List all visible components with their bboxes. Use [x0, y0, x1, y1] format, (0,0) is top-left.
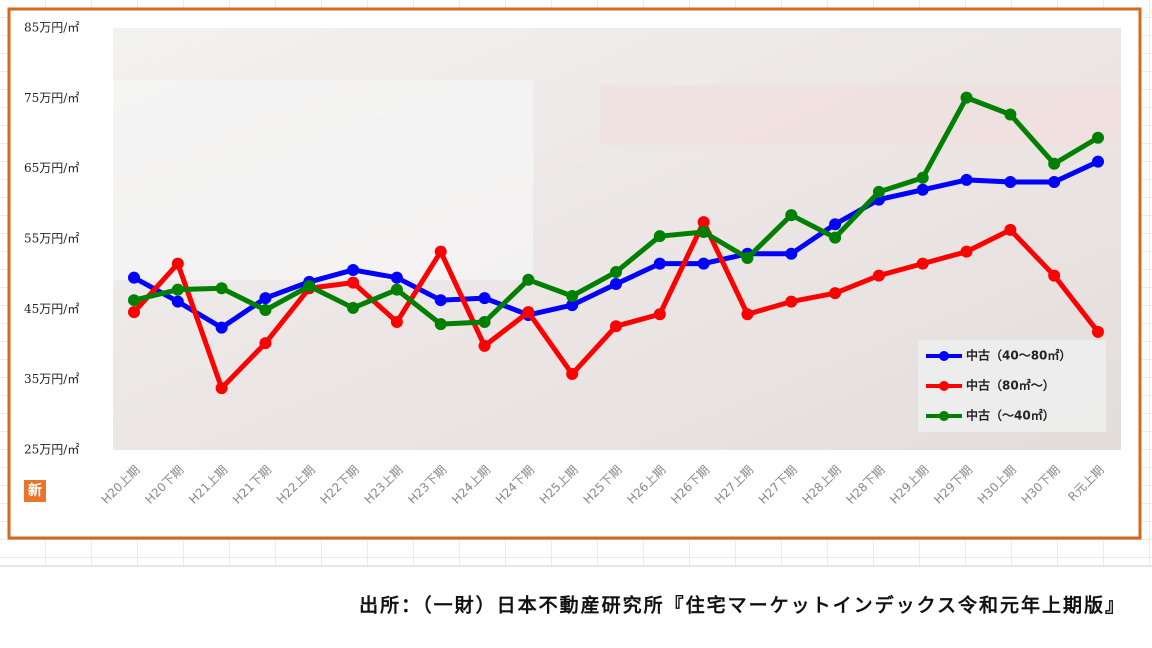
legend-label: 中古（～40㎡）: [966, 408, 1055, 423]
series-point: [1092, 131, 1104, 144]
series-point: [653, 257, 666, 270]
series-point: [960, 173, 973, 186]
series-point: [259, 337, 272, 350]
series-point: [1048, 176, 1061, 189]
series-point: [478, 339, 491, 352]
series-point: [1004, 223, 1017, 236]
series-point: [215, 321, 228, 334]
series-point: [872, 185, 885, 198]
series-point: [390, 271, 403, 284]
series-point: [390, 315, 403, 328]
series-point: [128, 306, 140, 319]
series-point: [347, 301, 360, 314]
y-tick-label: 85万円/㎡: [24, 21, 79, 35]
legend-label: 中古（40～80㎡）: [966, 348, 1071, 363]
new-icon-label: 新: [28, 482, 42, 499]
series-point: [347, 276, 360, 289]
legend-label: 中古（80㎡～）: [966, 378, 1055, 393]
series-point: [653, 308, 666, 321]
series-point: [478, 292, 491, 305]
series-point: [171, 283, 184, 296]
series-point: [128, 271, 140, 284]
series-point: [785, 295, 798, 308]
y-tick-label: 35万円/㎡: [24, 372, 79, 386]
y-tick-label: 45万円/㎡: [24, 302, 79, 316]
series-point: [566, 289, 579, 302]
new-icon: [24, 480, 46, 502]
source-note: 出所：（一財）日本不動産研究所『住宅マーケットインデックス令和元年上期版』: [359, 594, 1126, 617]
series-point: [478, 315, 491, 328]
series-point: [390, 283, 403, 296]
series-point: [872, 269, 885, 282]
series-point: [610, 320, 622, 333]
plot: [128, 91, 1104, 395]
y-tick-label: 25万円/㎡: [24, 443, 79, 457]
series-point: [303, 280, 316, 293]
y-tick-label: 65万円/㎡: [24, 161, 79, 175]
photo-lanterns: [600, 85, 1120, 145]
series-point: [916, 257, 929, 270]
series-point: [916, 171, 929, 184]
y-tick-label: 75万円/㎡: [24, 91, 79, 105]
series-point: [916, 183, 929, 196]
legend-marker: [939, 381, 949, 391]
series-point: [960, 245, 973, 258]
series-point: [785, 247, 798, 260]
series-point: [522, 306, 535, 319]
series-point: [741, 308, 754, 321]
series-point: [128, 294, 140, 307]
series-point: [653, 230, 666, 243]
series-point: [697, 257, 710, 270]
series-point: [960, 91, 973, 104]
series-point: [215, 282, 228, 295]
series-point: [434, 245, 447, 258]
series-point: [1004, 108, 1017, 121]
series-point: [215, 382, 228, 395]
series-point: [434, 318, 447, 331]
series-point: [1048, 269, 1061, 282]
series-point: [1092, 155, 1104, 168]
series-point: [610, 266, 622, 279]
series-point: [171, 257, 184, 270]
series-point: [785, 209, 798, 222]
series-point: [697, 225, 710, 238]
series-point: [829, 287, 842, 300]
series-point: [347, 263, 360, 276]
source-row: [0, 566, 1152, 648]
series-point: [1092, 325, 1104, 338]
series-point: [829, 218, 842, 231]
series-point: [171, 295, 184, 308]
series-point: [434, 294, 447, 307]
legend-marker: [939, 351, 949, 361]
legend-marker: [939, 411, 949, 421]
series-point: [741, 251, 754, 264]
series-point: [1048, 157, 1061, 170]
series-point: [566, 299, 579, 312]
series-point: [259, 292, 272, 305]
series-point: [1004, 176, 1017, 189]
series-point: [522, 273, 535, 286]
series-point: [566, 368, 579, 381]
series-point: [829, 231, 842, 244]
series-point: [697, 216, 710, 229]
series-point: [259, 304, 272, 317]
series-point: [610, 278, 622, 291]
y-tick-label: 55万円/㎡: [24, 232, 79, 246]
legend: 中古（40～80㎡） 中古（80㎡～） 中古（～40㎡）: [926, 348, 1071, 423]
photo-building: [113, 80, 533, 280]
